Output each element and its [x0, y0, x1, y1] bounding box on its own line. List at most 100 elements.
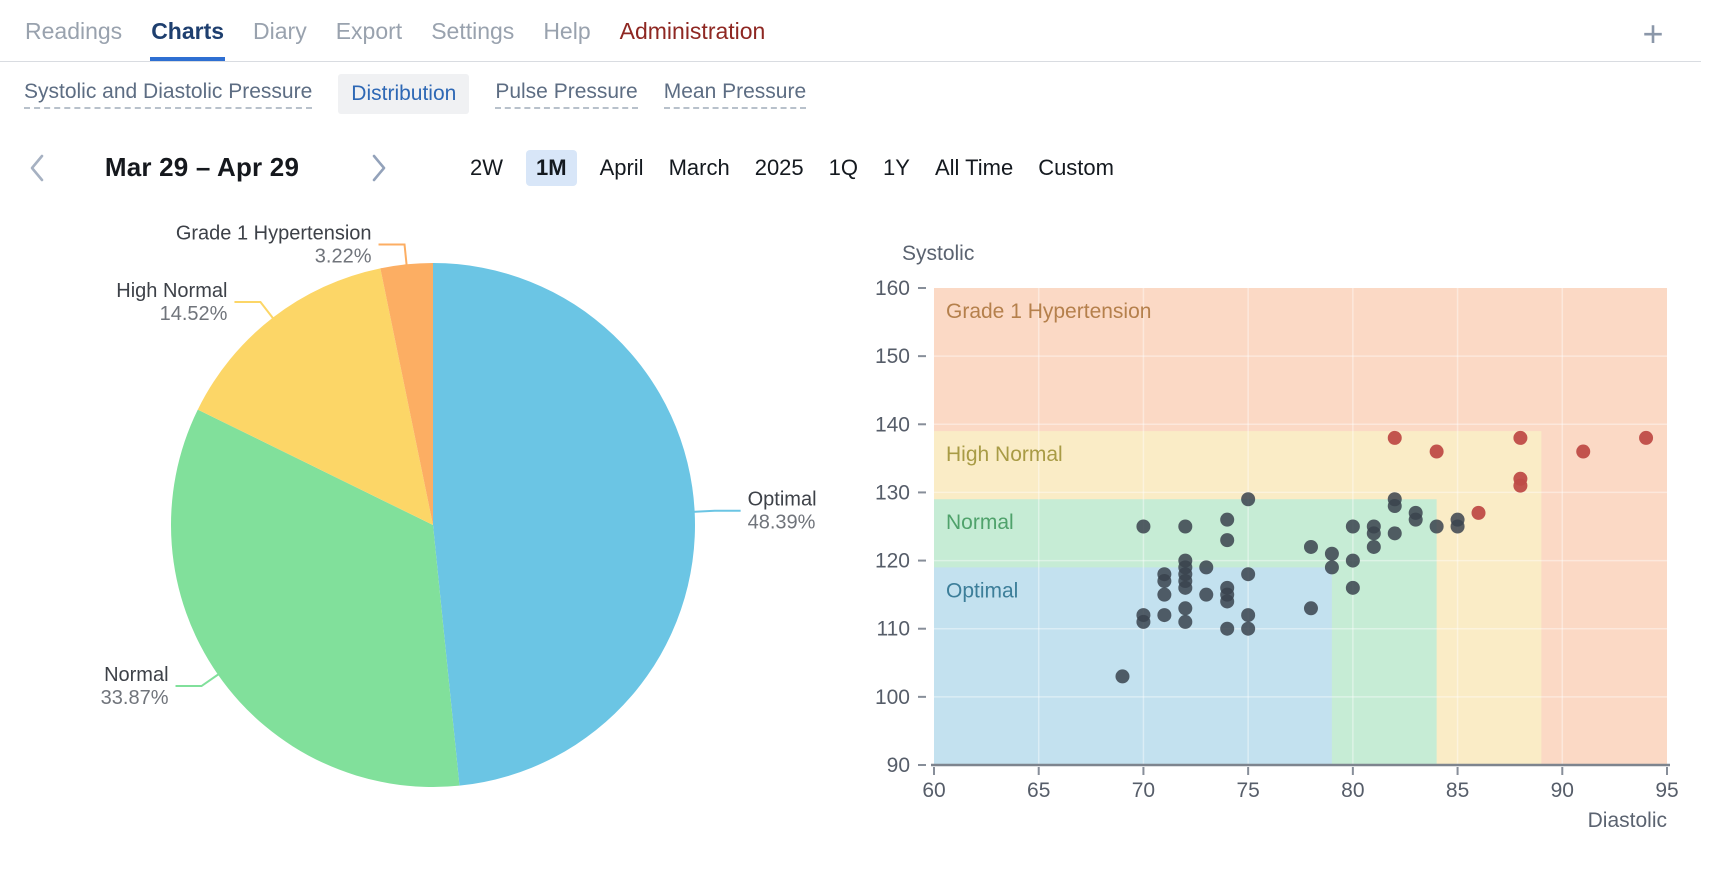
period-button-2w[interactable]: 2W	[470, 155, 503, 180]
scatter-point	[1241, 492, 1256, 507]
scatter-point	[1303, 539, 1318, 554]
scatter-point	[1429, 519, 1444, 534]
scatter-point	[1303, 601, 1318, 616]
tab-systolic-and-diastolic-pressure[interactable]: Systolic and Diastolic Pressure	[24, 80, 313, 109]
pie-value-high-normal: 14.52%	[160, 303, 228, 325]
scatter-point	[1324, 560, 1339, 575]
pie-value-grade-1-hypertension: 3.22%	[315, 245, 372, 267]
scatter-point	[1199, 560, 1214, 575]
tab-pulse-pressure[interactable]: Pulse Pressure	[495, 80, 638, 109]
x-tick-70: 70	[1132, 779, 1155, 802]
pie-value-optimal: 48.39%	[748, 512, 816, 534]
y-tick-150: 150	[875, 345, 910, 368]
scatter-point	[1157, 608, 1172, 623]
zone-label-grade-1-hypertension: Grade 1 Hypertension	[946, 300, 1151, 323]
pie-slice-high-normal	[197, 268, 433, 525]
scatter-point	[1241, 567, 1256, 582]
y-tick-130: 130	[875, 481, 910, 504]
systolic-diastolic-scatter-chart: Grade 1 Hypertension High Normal Normal Opt…	[875, 242, 1679, 832]
y-tick-160: 160	[875, 277, 910, 300]
scatter-point	[1387, 499, 1402, 514]
nav-item-administration[interactable]: Administration	[619, 18, 766, 44]
x-tick-75: 75	[1236, 779, 1259, 802]
x-tick-90: 90	[1551, 779, 1574, 802]
period-button-2025[interactable]: 2025	[754, 155, 804, 180]
period-button-custom[interactable]: Custom	[1038, 155, 1114, 180]
period-button-all-time[interactable]: All Time	[934, 155, 1014, 180]
scatter-point	[1324, 546, 1339, 561]
scatter-point	[1136, 614, 1151, 629]
scatter-point-flagged	[1429, 444, 1444, 459]
zone-label-normal: Normal	[946, 511, 1014, 534]
scatter-point	[1241, 621, 1256, 636]
scatter-point	[1408, 512, 1423, 527]
zone-optimal	[934, 567, 1332, 765]
period-button-1q[interactable]: 1Q	[828, 155, 859, 180]
period-buttons: 2W 1M April March 2025 1Q 1Y All Time Custom	[468, 150, 1116, 186]
nav-item-readings[interactable]: Readings	[25, 18, 123, 44]
scatter-point-flagged	[1471, 505, 1486, 520]
pie-label-normal: Normal	[104, 664, 168, 686]
scatter-point	[1345, 580, 1360, 595]
x-axis-title: Diastolic	[1588, 809, 1667, 832]
pie-value-normal: 33.87%	[101, 687, 169, 709]
period-button-march[interactable]: March	[668, 155, 730, 180]
scatter-point	[1157, 587, 1172, 602]
scatter-point	[1366, 539, 1381, 554]
x-tick-60: 60	[922, 779, 945, 802]
zone-label-high-normal: High Normal	[946, 443, 1063, 466]
pie-slice-grade-1-hypertension	[380, 263, 433, 525]
y-tick-110: 110	[877, 618, 910, 641]
scatter-point	[1115, 669, 1130, 684]
nav-item-diary[interactable]: Diary	[253, 18, 307, 44]
scatter-point-flagged	[1576, 444, 1591, 459]
scatter-point	[1220, 533, 1235, 548]
plus-icon[interactable]: +	[1635, 16, 1671, 52]
zone-label-optimal: Optimal	[946, 579, 1018, 602]
scatter-point	[1387, 526, 1402, 541]
scatter-point	[1199, 587, 1214, 602]
scatter-point-flagged	[1513, 478, 1528, 493]
pie-slice-normal	[170, 409, 460, 787]
scatter-point	[1136, 519, 1151, 534]
chart-type-tabs: Systolic and Diastolic Pressure Distribut…	[24, 74, 807, 114]
tab-mean-pressure[interactable]: Mean Pressure	[663, 80, 807, 109]
scatter-point	[1178, 519, 1193, 534]
y-tick-120: 120	[875, 550, 910, 573]
y-tick-100: 100	[875, 686, 910, 709]
date-range-label: Mar 29 – Apr 29	[104, 152, 300, 182]
scatter-point	[1178, 614, 1193, 629]
x-tick-80: 80	[1341, 779, 1364, 802]
pie-slice-optimal	[433, 263, 696, 786]
nav-item-export[interactable]: Export	[335, 18, 403, 44]
period-button-1m[interactable]: 1M	[526, 150, 577, 186]
top-nav-bar: Readings Charts Diary Export Settings Help Adm…	[0, 0, 1701, 62]
period-button-april[interactable]: April	[599, 155, 644, 180]
scatter-point-flagged	[1387, 430, 1402, 445]
nav-item-help[interactable]: Help	[543, 18, 591, 44]
scatter-point	[1220, 594, 1235, 609]
scatter-point	[1178, 580, 1193, 595]
scatter-point	[1220, 621, 1235, 636]
pie-label-grade-1-hypertension: Grade 1 Hypertension	[176, 222, 372, 244]
main-nav: Readings Charts Diary Export Settings Help Adm…	[24, 18, 766, 61]
x-tick-95: 95	[1655, 779, 1678, 802]
scatter-point	[1241, 608, 1256, 623]
nav-item-settings[interactable]: Settings	[431, 18, 515, 44]
y-axis-title: Systolic	[902, 242, 974, 265]
chevron-left-icon[interactable]	[20, 148, 54, 188]
date-toolbar: Mar 29 – Apr 29 2W 1M April March 2025 1Q 1Y Al…	[0, 140, 1718, 198]
period-button-1y[interactable]: 1Y	[883, 155, 910, 180]
tab-distribution[interactable]: Distribution	[338, 74, 470, 114]
pie-label-high-normal: High Normal	[116, 280, 227, 302]
scatter-point	[1345, 553, 1360, 568]
scatter-point	[1345, 519, 1360, 534]
scatter-point	[1366, 526, 1381, 541]
x-tick-65: 65	[1027, 779, 1050, 802]
chevron-right-icon[interactable]	[362, 148, 396, 188]
scatter-point	[1220, 512, 1235, 527]
scatter-point	[1157, 574, 1172, 589]
nav-item-charts[interactable]: Charts	[150, 18, 226, 61]
scatter-point-flagged	[1639, 430, 1654, 445]
